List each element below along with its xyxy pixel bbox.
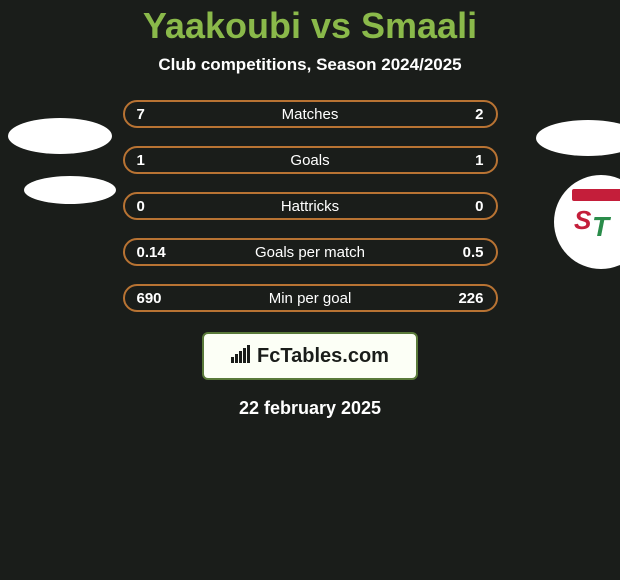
logo-letter-s: S — [574, 205, 591, 236]
right-team-badge-2-wrap: S T — [500, 175, 620, 269]
stat-right-value: 2 — [475, 106, 483, 123]
stat-right-value: 0 — [475, 198, 483, 215]
stat-left-value: 1 — [137, 152, 145, 169]
left-team-badge-2 — [24, 176, 116, 204]
stat-label: Hattricks — [281, 198, 339, 215]
fctables-branding[interactable]: FcTables.com — [202, 332, 418, 380]
logo-letter-t: T — [592, 211, 609, 243]
stat-left-value: 690 — [137, 290, 162, 307]
right-team-badge-1-wrap — [500, 120, 620, 160]
stat-label: Goals per match — [255, 244, 365, 261]
stat-left-value: 7 — [137, 106, 145, 123]
stat-right-value: 226 — [458, 290, 483, 307]
comparison-date: 22 february 2025 — [239, 398, 381, 419]
left-team-badge-1 — [8, 118, 112, 154]
stat-label: Matches — [282, 106, 339, 123]
page-title: Yaakoubi vs Smaali — [143, 5, 477, 47]
stat-row-min-per-goal: 690 Min per goal 226 — [123, 284, 498, 312]
page-subtitle: Club competitions, Season 2024/2025 — [158, 55, 461, 75]
stat-row-hattricks: 0 Hattricks 0 — [123, 192, 498, 220]
stat-left-value: 0.14 — [137, 244, 166, 261]
fctables-label: FcTables.com — [257, 345, 389, 368]
stat-right-value: 0.5 — [463, 244, 484, 261]
stat-left-value: 0 — [137, 198, 145, 215]
stat-row-goals: 1 Goals 1 — [123, 146, 498, 174]
right-team-badge-1 — [536, 120, 620, 156]
right-team-badge-2: S T — [554, 175, 620, 269]
stat-label: Min per goal — [269, 290, 352, 307]
stat-label: Goals — [290, 152, 329, 169]
stat-row-matches: 7 Matches 2 — [123, 100, 498, 128]
chart-bars-icon — [231, 345, 253, 368]
team-logo-st: S T — [566, 187, 620, 257]
stat-right-value: 1 — [475, 152, 483, 169]
logo-top-band — [572, 189, 620, 201]
stat-row-goals-per-match: 0.14 Goals per match 0.5 — [123, 238, 498, 266]
